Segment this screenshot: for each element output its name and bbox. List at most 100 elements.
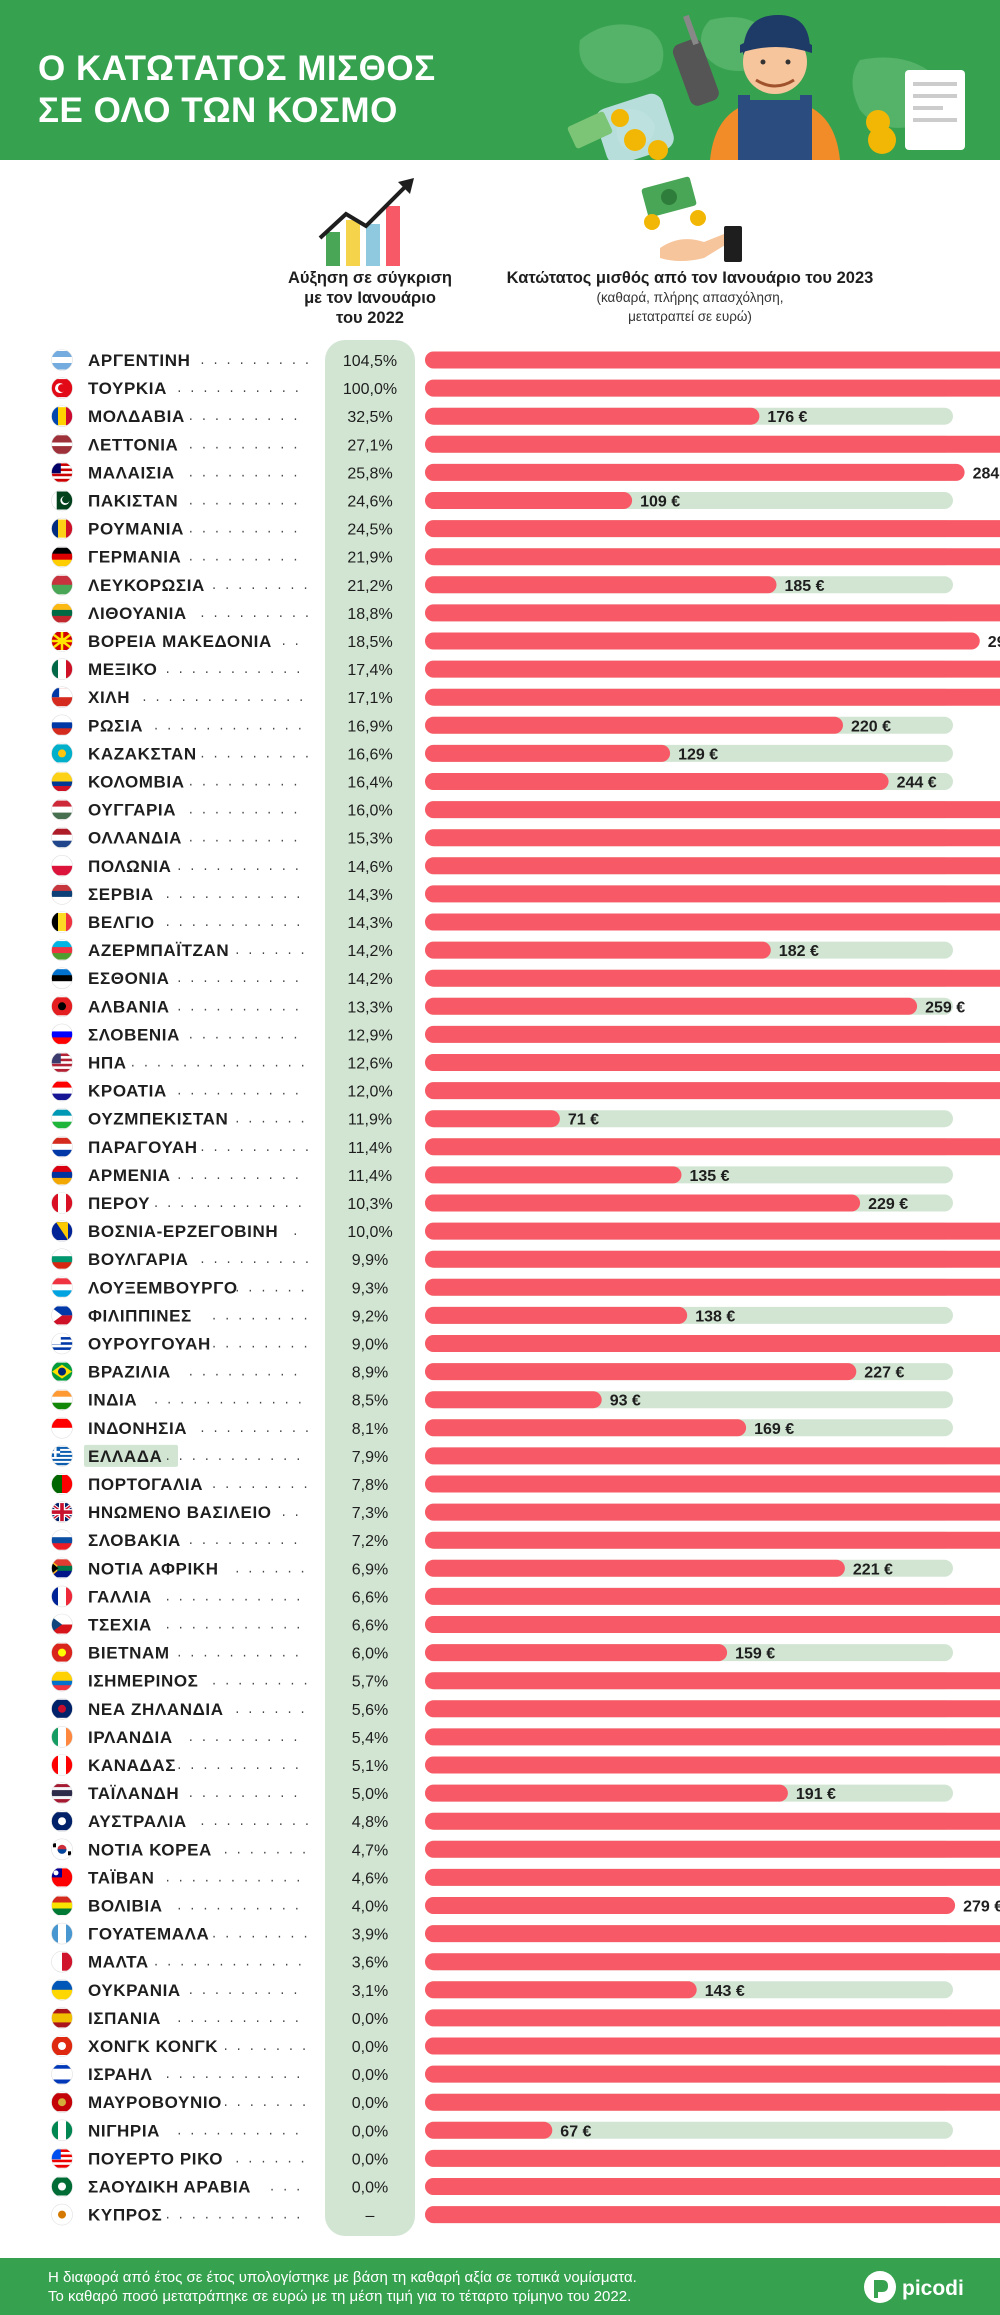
salary-bar	[425, 688, 1000, 706]
chart-row: ΧΟΝΓΚ ΚΟΝΓΚ. . . . . . .0,0%939 €	[51, 2035, 1000, 2057]
country-flag-icon	[51, 686, 73, 709]
flag-shape	[51, 519, 73, 538]
chart-row: ΧΙΛΗ. . . . . . . . . . . . .17,1%362 €	[51, 686, 1000, 709]
growth-label: 104,5%	[343, 353, 397, 370]
leader-dots: . . . . . . . . . . .	[166, 887, 303, 902]
country-label: ΠΟΛΩΝΙΑ	[88, 857, 172, 876]
country-label: ΦΙΛΙΠΠΙΝΕΣ	[88, 1306, 192, 1325]
country-flag-icon	[51, 1304, 73, 1327]
growth-label: 7,8%	[352, 1477, 388, 1494]
country-label: ΜΑΥΡΟΒΟΥΝΙΟ	[88, 2093, 222, 2112]
country-flag-icon	[51, 1276, 73, 1299]
leader-dots: . . . . . . . .	[212, 1308, 310, 1323]
flag-shape	[51, 660, 73, 679]
growth-label: 9,3%	[352, 1280, 388, 1297]
leader-dots: . . . . . . . . . .	[177, 2123, 301, 2138]
chart-row: ΒΟΡΕΙΑ ΜΑΚΕΔΟΝΙΑ . . 18,5% 292 €	[51, 630, 1000, 652]
growth-label: 100,0%	[343, 381, 397, 398]
footer-note: Η διαφορά από έτος σε έτος υπολογίστηκε …	[48, 2268, 637, 2306]
growth-label: 3,1%	[352, 1983, 388, 2000]
leader-dots: . . . . . . . . .	[200, 746, 311, 761]
flag-shape	[51, 800, 73, 820]
country-label: ΛΕΥΚΟΡΩΣΙΑ	[88, 576, 205, 595]
header-banner: Ο ΚΑΤΩΤΑΤΟΣ ΜΙΣΘΟΣ ΣΕ ΟΛΟ ΤΩΝ ΚΟΣΜΟ	[0, 0, 1000, 160]
growth-label: 0,0%	[352, 2067, 388, 2084]
salary-bar	[425, 1728, 1000, 1746]
flag-shape	[51, 491, 73, 510]
salary-bar	[425, 997, 918, 1015]
page-title-line-2: ΣΕ ΟΛΟ ΤΩΝ ΚΟΣΜΟ	[38, 91, 398, 130]
salary-bar	[425, 1616, 1000, 1633]
chart-row: ΣΕΡΒΙΑ. . . . . . . . . . .14,3%340 €	[51, 883, 1000, 905]
country-label: ΙΝΔΟΝΗΣΙΑ	[88, 1419, 187, 1438]
chart-row: ΑΡΓΕΝΤΙΝΗ. . . . . . . . .104,5%328 €	[51, 349, 1000, 371]
salary-bar	[425, 716, 843, 734]
leader-dots: . . . . . . . . . .	[177, 1899, 301, 1914]
country-flag-icon	[51, 2147, 73, 2170]
country-flag-icon	[51, 489, 73, 512]
leader-dots: . . . . . . . . . . .	[166, 1870, 303, 1885]
country-label: ΕΛΛΑΔΑ	[88, 1447, 162, 1466]
leader-dots: . . . . . . . . .	[200, 1252, 311, 1267]
chart-row: ΣΛΟΒΕΝΙΑ. . . . . . . . .12,9%878 €	[51, 1023, 1000, 1046]
growth-label: 7,3%	[352, 1505, 388, 1522]
salary-bar	[425, 773, 889, 790]
flag-shape	[51, 997, 73, 1016]
salary-bar	[425, 857, 1000, 875]
country-flag-icon	[51, 967, 73, 990]
growth-label: 12,0%	[347, 1084, 392, 1101]
flag-shape	[51, 2037, 73, 2055]
chart-row: ΤΣΕΧΙΑ. . . . . . . . . . .6,6%630 €	[51, 1613, 1000, 1636]
country-flag-icon	[51, 1136, 73, 1158]
flag-shape	[51, 1081, 73, 1101]
salary-bar	[425, 351, 1000, 369]
salary-bar	[425, 2065, 1000, 2083]
country-label: ΟΥΚΡΑΝΙΑ	[88, 1981, 181, 2000]
country-flag-icon	[51, 1332, 73, 1355]
growth-column-header: Αύξηση σε σύγκριση με τον Ιανουάριο του …	[270, 268, 470, 328]
leader-dots: . . . . . . . . .	[189, 1365, 300, 1380]
country-flag-icon	[51, 461, 73, 484]
growth-label: 0,0%	[352, 2123, 388, 2140]
flag-shape	[51, 1896, 73, 1915]
country-flag-icon	[51, 405, 73, 428]
country-label: ΜΑΛΑΙΣΙΑ	[88, 463, 175, 482]
leader-dots: . . . . . . . . .	[200, 1814, 311, 1829]
leader-dots: . . . . . .	[235, 1112, 307, 1127]
leader-dots: .	[293, 1224, 300, 1239]
flag-shape	[51, 1194, 73, 1212]
country-flag-icon	[51, 742, 73, 765]
flag-shape	[51, 1840, 73, 1859]
leader-dots: . . . . . .	[235, 1702, 307, 1717]
country-label: ΧΟΝΓΚ ΚΟΝΓΚ	[88, 2037, 218, 2056]
growth-label: 11,9%	[348, 1112, 392, 1129]
salary-value-label: 220 €	[851, 718, 891, 735]
growth-label: 13,3%	[347, 999, 392, 1016]
country-label: ΝΙΓΗΡΙΑ	[88, 2121, 160, 2140]
salary-value-label: 191 €	[796, 1786, 836, 1803]
salary-bar	[425, 632, 980, 650]
country-flag-icon	[51, 2063, 73, 2085]
chart-row: ΝΙΓΗΡΙΑ . . . . . . . . . . 0,0% 67 €	[51, 2119, 953, 2142]
chart-row: ΦΙΛΙΠΠΙΝΕΣ . . . . . . . . 9,2% 138 €	[51, 1304, 953, 1327]
country-label: ΙΣΡΑΗΛ	[88, 2065, 153, 2084]
salary-value-label: 182 €	[779, 943, 819, 960]
chart-row: ΠΑΡΑΓΟΥΑΗ. . . . . . . . .11,4%317 €	[51, 1136, 1000, 1158]
leader-dots: . . . . . . . . . .	[177, 971, 301, 986]
country-label: ΚΑΖΑΚΣΤΑΝ	[88, 744, 197, 763]
country-flag-icon	[51, 1838, 73, 1861]
salary-bar	[425, 1025, 1000, 1043]
salary-bar	[425, 1503, 1000, 1521]
country-flag-icon	[51, 2091, 73, 2113]
country-label: ΙΣΗΜΕΡΙΝΟΣ	[88, 1672, 198, 1691]
country-flag-icon	[51, 630, 73, 652]
flag-shape	[51, 547, 73, 567]
leader-dots: . . . . . . . .	[212, 1337, 310, 1352]
country-flag-icon	[51, 1698, 73, 1720]
growth-label: 5,1%	[352, 1758, 388, 1775]
growth-label: 7,2%	[352, 1533, 388, 1550]
leader-dots: . . . . . . . . . . .	[166, 1449, 303, 1464]
flag-shape	[51, 1924, 73, 1943]
leader-dots: . . . . . . .	[224, 2095, 309, 2110]
salary-bar	[425, 2121, 553, 2139]
